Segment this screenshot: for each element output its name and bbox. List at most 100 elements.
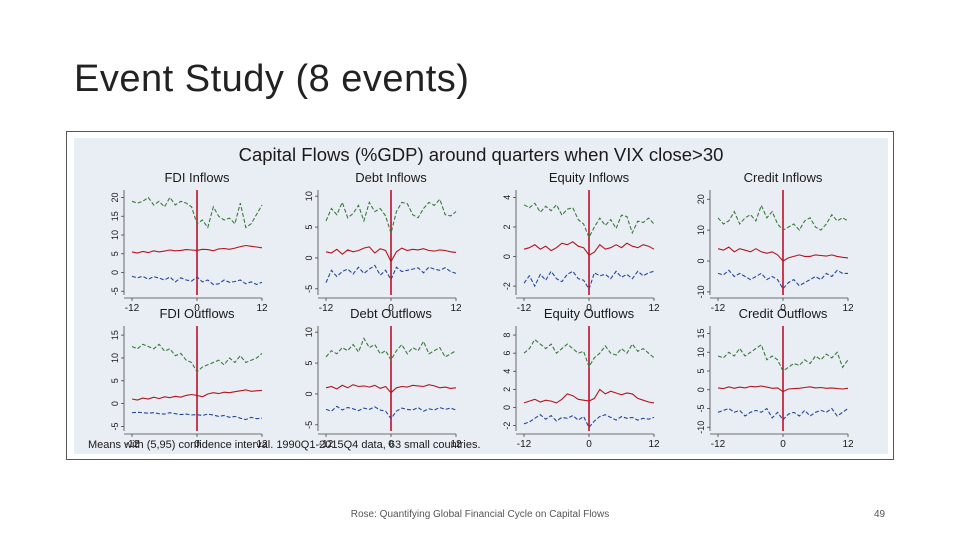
x-tick-label: -12 xyxy=(711,303,726,314)
panel-title: Credit Inflows xyxy=(744,170,823,185)
y-tick-label: 4 xyxy=(502,195,512,200)
lower-band-line xyxy=(717,269,848,290)
y-tick-label: 2 xyxy=(502,387,512,392)
chart-title: Capital Flows (%GDP) around quarters whe… xyxy=(239,144,724,165)
mean-line xyxy=(717,385,849,393)
mean-line xyxy=(325,246,457,263)
panel-credit-outflows: Credit Outflows -10 -5 0 5 10 15 -12 0 12 xyxy=(696,306,854,450)
y-tick-label: -2 xyxy=(502,282,512,290)
y-tick-label: 10 xyxy=(696,225,706,235)
mean-line xyxy=(325,384,457,394)
y-tick-label: 10 xyxy=(696,347,706,357)
y-tick-label: 10 xyxy=(304,191,314,201)
x-tick-label: -12 xyxy=(125,303,140,314)
y-tick-label: 5 xyxy=(696,368,706,373)
figure-panel: Capital Flows (%GDP) around quarters whe… xyxy=(74,138,888,454)
x-tick-label: 12 xyxy=(648,303,660,314)
x-tick-label: -12 xyxy=(319,303,334,314)
x-tick-label: -12 xyxy=(517,439,532,450)
y-tick-label: -10 xyxy=(696,421,706,434)
upper-band-line xyxy=(523,338,655,368)
lower-band-line xyxy=(325,264,457,283)
lower-band-line xyxy=(325,405,457,420)
y-tick-label: -5 xyxy=(304,421,314,429)
x-tick-label: 12 xyxy=(256,303,268,314)
y-tick-label: 0 xyxy=(110,270,120,275)
upper-band-line xyxy=(325,198,457,236)
y-tick-label: 0 xyxy=(304,391,314,396)
x-tick-label: 12 xyxy=(256,439,268,450)
panel-fdi-inflows: FDI Inflows -5 0 5 10 15 20 -12 0 12 xyxy=(110,170,268,314)
y-tick-label: 10 xyxy=(110,230,120,240)
x-tick-label: -12 xyxy=(517,303,532,314)
panel-title: Equity Outflows xyxy=(544,306,635,321)
x-tick-label: 12 xyxy=(450,303,462,314)
y-tick-label: 5 xyxy=(304,225,314,230)
y-tick-label: 10 xyxy=(304,327,314,337)
lower-band-line xyxy=(523,414,655,429)
panel-title: FDI Outflows xyxy=(159,306,235,321)
y-tick-label: 5 xyxy=(304,361,314,366)
page-number: 49 xyxy=(874,509,886,520)
mean-line xyxy=(131,244,263,254)
mean-line xyxy=(523,241,655,256)
x-tick-label: 0 xyxy=(194,439,200,450)
event-study-chart: Capital Flows (%GDP) around quarters whe… xyxy=(88,144,854,451)
y-tick-label: 20 xyxy=(696,194,706,204)
slide-title: Event Study (8 events) xyxy=(74,58,470,100)
lower-band-line xyxy=(131,275,263,286)
y-tick-label: 15 xyxy=(696,328,706,338)
y-tick-label: 4 xyxy=(502,369,512,374)
x-tick-label: 12 xyxy=(648,439,660,450)
x-tick-label: 0 xyxy=(586,303,592,314)
x-tick-label: 0 xyxy=(388,439,394,450)
y-tick-label: 5 xyxy=(110,251,120,256)
x-tick-label: 12 xyxy=(842,439,854,450)
chart-note: Means with (5,95) confidence interval. 1… xyxy=(88,439,481,451)
y-tick-label: -5 xyxy=(304,285,314,293)
upper-band-line xyxy=(131,196,263,229)
panel-equity-outflows: Equity Outflows -2 0 2 4 6 8 -12 0 12 xyxy=(502,306,660,450)
x-tick-label: 12 xyxy=(842,303,854,314)
y-tick-label: 0 xyxy=(502,405,512,410)
upper-band-line xyxy=(717,343,849,372)
upper-band-line xyxy=(717,203,849,232)
x-tick-label: 0 xyxy=(586,439,592,450)
y-tick-label: -5 xyxy=(110,422,120,430)
y-tick-label: -2 xyxy=(502,422,512,430)
y-tick-label: 10 xyxy=(110,353,120,363)
y-tick-label: 2 xyxy=(502,224,512,229)
panel-credit-inflows: Credit Inflows -10 0 10 20 -12 0 12 xyxy=(696,170,854,314)
panel-title: FDI Inflows xyxy=(164,170,230,185)
panel-title: Equity Inflows xyxy=(549,170,630,185)
slide-footer: Rose: Quantifying Global Financial Cycle… xyxy=(350,509,610,520)
y-tick-label: -5 xyxy=(696,404,706,412)
panel-title: Debt Outflows xyxy=(350,306,432,321)
x-tick-label: 12 xyxy=(450,439,462,450)
upper-band-line xyxy=(523,202,655,239)
lower-band-line xyxy=(131,411,263,421)
y-tick-label: 8 xyxy=(502,333,512,338)
x-tick-label: 0 xyxy=(194,303,200,314)
y-tick-label: 0 xyxy=(110,401,120,406)
lower-band-line xyxy=(523,270,655,291)
panel-title: Debt Inflows xyxy=(355,170,427,185)
x-tick-label: 0 xyxy=(780,439,786,450)
upper-band-line xyxy=(325,337,457,362)
panel-fdi-outflows: FDI Outflows -5 0 5 10 15 -12 0 12 xyxy=(110,306,268,450)
y-tick-label: -10 xyxy=(696,285,706,298)
y-tick-label: 5 xyxy=(110,378,120,383)
panel-debt-outflows: Debt Outflows -5 0 5 10 -12 0 12 xyxy=(304,306,462,450)
y-tick-label: 0 xyxy=(304,255,314,260)
panel-title: Credit Outflows xyxy=(739,306,828,321)
mean-line xyxy=(131,389,263,401)
y-tick-label: 0 xyxy=(696,387,706,392)
panel-equity-inflows: Equity Inflows -2 0 2 4 -12 0 12 xyxy=(502,170,660,314)
y-tick-label: -5 xyxy=(110,287,120,295)
x-tick-label: 0 xyxy=(780,303,786,314)
x-tick-label: 0 xyxy=(388,303,394,314)
y-tick-label: 0 xyxy=(696,259,706,264)
lower-band-line xyxy=(717,407,849,421)
y-tick-label: 6 xyxy=(502,351,512,356)
x-tick-label: -12 xyxy=(711,439,726,450)
